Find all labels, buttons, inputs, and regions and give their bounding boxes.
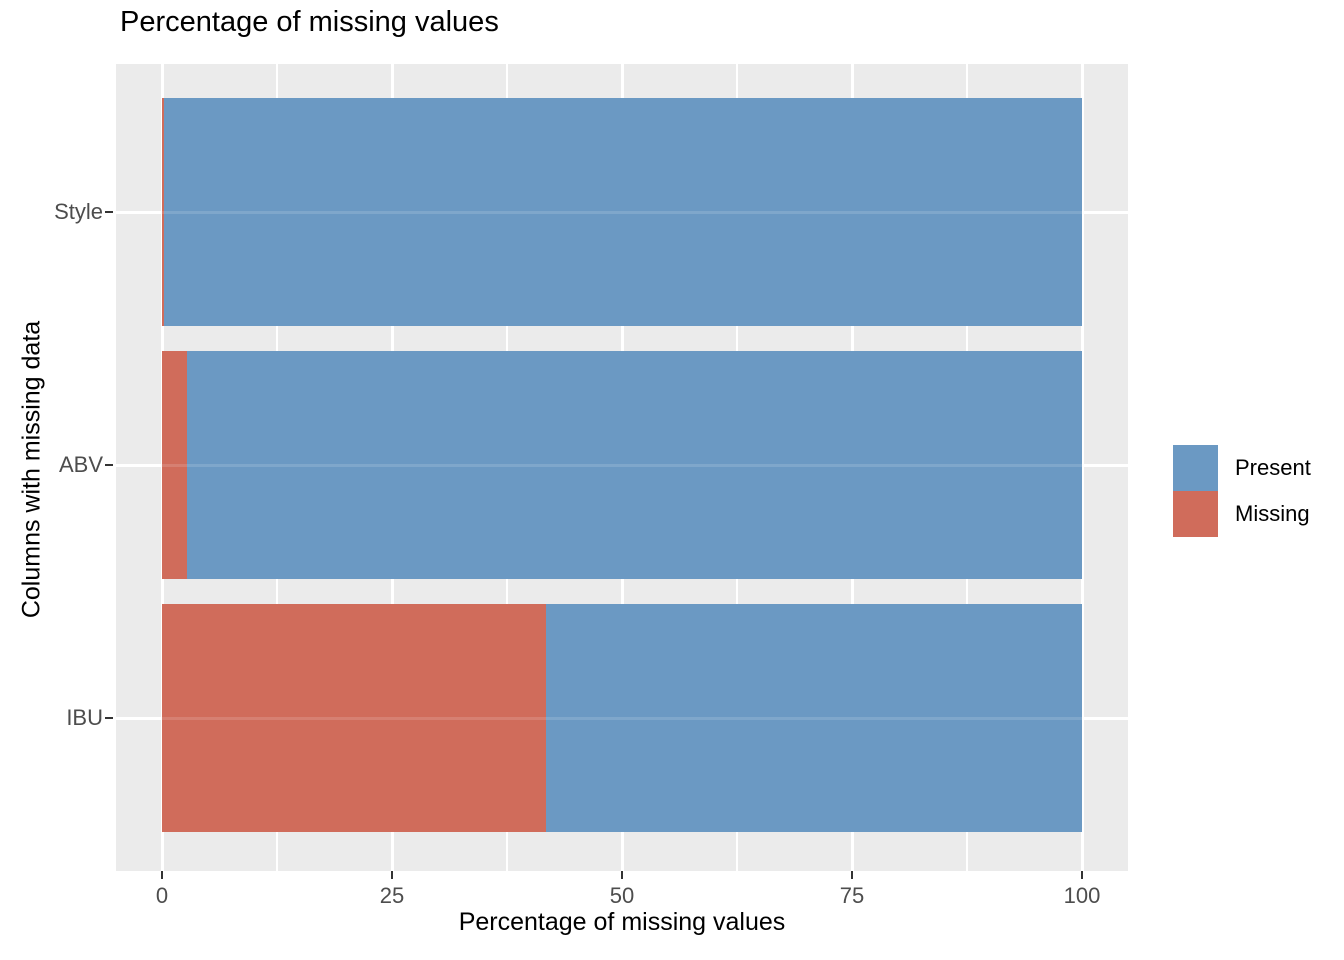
bar-segment-present <box>545 604 1082 832</box>
x-tick-label: 100 <box>1063 883 1101 908</box>
bar-ibu <box>162 604 1082 832</box>
bar-style <box>162 98 1082 326</box>
bar-segment-present <box>163 98 1082 326</box>
legend-key-present <box>1173 445 1218 491</box>
legend-entry-missing: Missing <box>1173 491 1311 537</box>
x-tick-label: 25 <box>379 883 405 908</box>
x-tick-mark <box>1081 871 1083 879</box>
bar-segment-present <box>186 351 1082 579</box>
legend-entry-present: Present <box>1173 445 1311 491</box>
chart-title: Percentage of missing values <box>120 6 499 38</box>
plot-panel <box>116 64 1128 871</box>
y-axis-title: Columns with missing data <box>17 320 46 619</box>
x-tick-mark <box>851 871 853 879</box>
bar-abv <box>162 351 1082 579</box>
bar-segment-missing <box>162 604 546 832</box>
x-tick-label: 75 <box>839 883 865 908</box>
bar-gridline-overlay <box>162 463 1082 467</box>
x-axis-title: Percentage of missing values <box>458 908 786 936</box>
bar-segment-missing <box>162 351 187 579</box>
y-tick-mark <box>105 717 113 719</box>
bar-segment-missing <box>162 98 164 326</box>
bar-gridline-overlay <box>162 716 1082 720</box>
x-tick-mark <box>621 871 623 879</box>
y-tick-label: ABV <box>58 452 103 477</box>
legend-key-missing <box>1173 491 1218 537</box>
x-tick-label: 0 <box>155 883 169 908</box>
x-tick-label: 50 <box>609 883 635 908</box>
legend-label: Missing <box>1235 501 1310 526</box>
y-tick-label: IBU <box>66 705 103 730</box>
major-gridline <box>1080 64 1084 871</box>
bar-gridline-overlay <box>162 210 1082 214</box>
y-tick-mark <box>105 464 113 466</box>
y-tick-label: Style <box>54 199 103 224</box>
x-tick-mark <box>391 871 393 879</box>
legend: Present Missing <box>1173 445 1311 537</box>
legend-label: Present <box>1235 455 1311 480</box>
x-tick-mark <box>161 871 163 879</box>
y-tick-mark <box>105 211 113 213</box>
